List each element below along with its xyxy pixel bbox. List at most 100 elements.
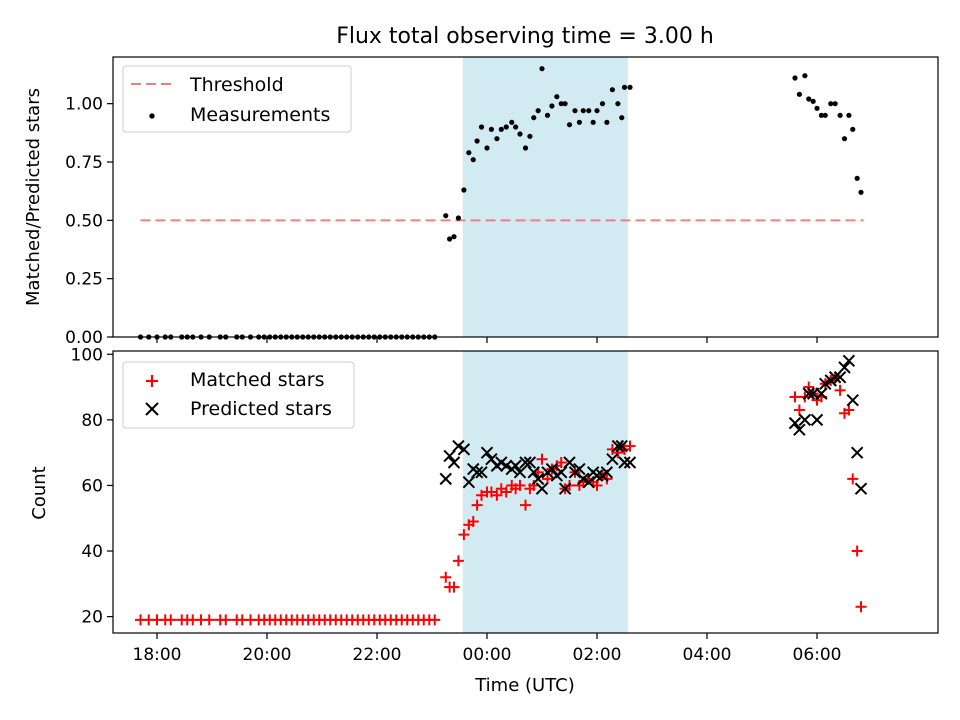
predicted-star-point — [555, 466, 568, 479]
matched-star-point — [440, 571, 452, 583]
top-legend-box — [122, 65, 352, 133]
bottom-y-tick-label: 80 — [81, 411, 103, 431]
top-axes-frame — [112, 56, 939, 338]
matched-stars-legend-label: Matched stars — [190, 369, 324, 391]
predicted-star-point — [531, 472, 545, 486]
predicted-star-point — [452, 439, 465, 453]
matched-star-point — [843, 404, 855, 416]
measurement-point — [621, 84, 628, 90]
top-y-axis-ticks: 0.00 0.25 0.50 0.75 1.00 — [65, 95, 113, 348]
predicted-star-point — [500, 459, 513, 472]
measurement-point — [580, 108, 586, 114]
measurement-point — [527, 133, 533, 139]
measurement-point — [796, 91, 803, 97]
predicted-star-point — [558, 482, 572, 495]
matched-star-point — [491, 489, 503, 501]
measurement-point — [841, 136, 848, 142]
x-axis-label: Time (UTC) — [474, 675, 575, 696]
predicted-star-point — [470, 466, 484, 479]
threshold-legend-label: Threshold — [189, 74, 284, 96]
measurement-point — [554, 94, 560, 100]
matched-star-point — [203, 614, 215, 626]
measurement-point — [549, 103, 555, 109]
matched-star-point — [467, 516, 479, 528]
matched-star-point — [855, 601, 867, 613]
measurement-point — [615, 101, 621, 107]
predicted-star-point — [563, 456, 576, 469]
measurement-point — [828, 101, 834, 107]
measurement-point — [498, 126, 504, 132]
measurement-point — [562, 101, 568, 107]
predicted-star-point — [793, 423, 806, 436]
top-legend: Threshold Measurements — [122, 65, 352, 133]
matched-star-point — [520, 499, 531, 511]
x-tick-label: 00:00 — [463, 645, 512, 665]
measurement-point — [447, 236, 453, 242]
measurement-point — [488, 126, 494, 132]
measurement-point — [522, 145, 529, 151]
bottom-legend-box — [122, 361, 355, 429]
x-tick-label: 04:00 — [683, 645, 732, 665]
top-y-tick-label: 1.00 — [65, 95, 103, 115]
predicted-star-point — [606, 453, 619, 466]
measurement-point — [503, 124, 509, 130]
predicted-star-point — [439, 472, 452, 486]
predicted-star-point — [462, 475, 476, 489]
bottom-panel: 20 40 60 80 100 18:00 20:00 22:00 00:00 02:00 04:… — [29, 345, 939, 696]
measurement-point — [566, 122, 573, 128]
predicted-star-point — [509, 459, 522, 472]
matched-star-point — [851, 545, 863, 557]
measurement-point — [594, 108, 600, 114]
predicted-star-point — [788, 416, 802, 430]
matched-star-point — [555, 456, 567, 468]
matched-star-point — [471, 499, 483, 511]
bottom-y-axis-ticks: 20 40 60 80 100 — [71, 345, 113, 628]
top-x-axis-ticks — [156, 337, 818, 343]
top-y-tick-label: 0.75 — [65, 153, 103, 173]
predicted-star-point — [815, 387, 828, 400]
measurements-legend-swatch — [149, 113, 155, 119]
measurement-point — [484, 145, 490, 151]
measurement-point — [792, 75, 798, 81]
matched-star-point — [458, 529, 470, 541]
matched-star-point — [536, 453, 548, 465]
measurement-point — [451, 234, 457, 240]
predicted-star-point — [447, 456, 461, 469]
measurement-point — [586, 108, 592, 114]
top-shaded-span — [462, 57, 628, 337]
matched-star-point — [448, 581, 460, 593]
measurement-point — [832, 101, 838, 107]
measurement-point — [466, 150, 472, 156]
matched-star-point — [514, 479, 526, 491]
predicted-star-point — [513, 466, 527, 479]
measurement-point — [619, 115, 625, 121]
predicted-star-point — [810, 413, 824, 427]
predicted-star-point — [828, 371, 842, 384]
measurement-point — [818, 112, 825, 118]
predicted-star-point — [618, 456, 631, 469]
measurement-point — [850, 126, 856, 132]
predicted-star-point — [590, 469, 604, 482]
predicted-star-point — [582, 475, 595, 489]
measurement-point — [627, 84, 633, 90]
measurement-point — [858, 189, 864, 195]
predicted-star-point — [443, 449, 456, 463]
measurement-point — [517, 131, 523, 137]
measurement-point — [544, 112, 551, 118]
measurement-point — [837, 112, 843, 118]
measurement-point — [509, 119, 515, 125]
bottom-legend: Matched stars Predicted stars — [122, 361, 355, 429]
bottom-y-axis-label: Count — [29, 466, 50, 519]
top-y-tick-label: 0.50 — [65, 211, 103, 231]
x-tick-label: 20:00 — [243, 645, 292, 665]
matched-star-point — [847, 473, 859, 485]
matched-star-point — [542, 473, 553, 485]
predicted-star-point — [846, 393, 859, 407]
predicted-star-point — [819, 377, 832, 390]
matched-star-point — [803, 381, 815, 393]
measurement-point — [558, 101, 564, 107]
predicted-star-point — [611, 439, 625, 453]
bottom-x-axis-ticks: 18:00 20:00 22:00 00:00 02:00 04:00 06:00 — [133, 633, 842, 665]
measurement-point — [576, 119, 583, 125]
measurement-point — [470, 157, 476, 163]
